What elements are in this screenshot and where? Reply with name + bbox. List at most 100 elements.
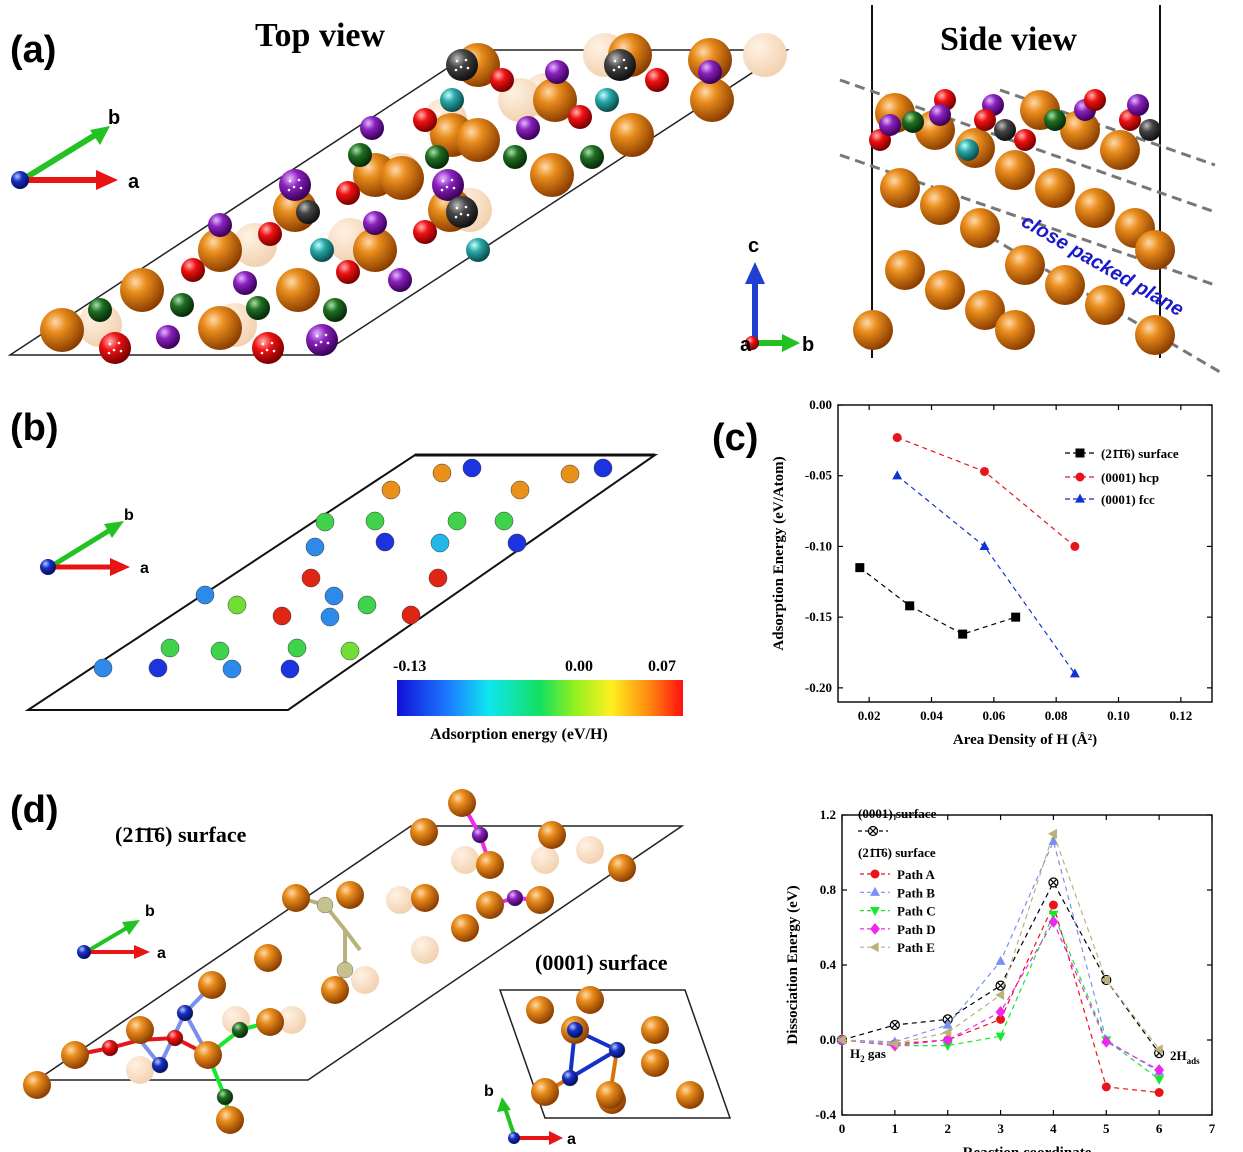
h-atom — [490, 68, 514, 92]
ti-atom — [596, 1081, 624, 1109]
a-axis-dot-icon — [745, 336, 759, 350]
axis-c-label: c — [748, 235, 759, 257]
h-atom — [176, 1004, 194, 1022]
chart-d: 0 1 2 3 4 5 6 7 -0.4 0.0 0.4 0.8 1.2 Reaction coordin… — [785, 806, 1216, 1152]
ti-atom-faded — [743, 33, 787, 77]
h-atom — [413, 220, 437, 244]
h-atom — [466, 238, 490, 262]
data-point — [1101, 1082, 1111, 1092]
adsorption-site-atom — [287, 638, 307, 658]
legend-marker — [1075, 448, 1085, 458]
series-line — [841, 881, 1160, 1054]
ti-atom-side — [1135, 315, 1175, 355]
top-view-cell — [7, 49, 790, 356]
marker-dot — [440, 188, 444, 192]
adsorption-site-atom — [93, 658, 113, 678]
ti-atom-side — [995, 310, 1035, 350]
ti-atom — [254, 944, 282, 972]
axis-b-label-d1: b — [145, 903, 155, 920]
x-tick-label: 2 — [944, 1121, 951, 1136]
adsorption-site-atom — [305, 537, 325, 557]
y-tick-label: 0.4 — [820, 957, 837, 972]
data-point — [1070, 541, 1080, 551]
h-atom-marked — [306, 324, 338, 356]
adsorption-site-atom — [148, 658, 168, 678]
surface-2116-label: (21̄1̄6) surface — [115, 822, 247, 847]
marker-dot — [455, 206, 459, 210]
marker-dot — [613, 59, 617, 63]
y-axis-title: Dissociation Energy (eV) — [785, 885, 801, 1044]
axis-triad-top: b a — [11, 107, 140, 193]
data-point — [996, 1014, 1006, 1024]
ti-atom-side — [853, 310, 893, 350]
adsorption-site-atom — [560, 464, 580, 484]
colorbar-min-label: -0.13 — [393, 658, 426, 675]
legend-label: (21̄1̄6) surface — [1101, 446, 1179, 461]
adsorption-site-atom — [401, 605, 421, 625]
x-tick-label: 1 — [892, 1121, 899, 1136]
h-atom — [336, 961, 354, 979]
ti-atom-side — [1085, 285, 1125, 325]
side-view-atoms — [853, 89, 1175, 355]
h-atom — [698, 60, 722, 84]
marker-dot — [466, 213, 470, 217]
panel-d-label: (d) — [10, 789, 59, 831]
h-atom-side — [1084, 89, 1106, 111]
h-atom — [231, 1021, 249, 1039]
ti-atom — [641, 1049, 669, 1077]
h-atom — [516, 116, 540, 140]
ti-atom — [526, 886, 554, 914]
adsorption-site-atom — [272, 606, 292, 626]
panel-d: (d) (21̄1̄6) surface (0001) surface b a … — [10, 789, 1216, 1152]
h-atom — [336, 260, 360, 284]
marker-dot — [117, 341, 121, 345]
a-arrowhead-b-icon — [110, 558, 130, 576]
data-point — [855, 563, 865, 573]
h-atom — [336, 181, 360, 205]
h-atom — [425, 145, 449, 169]
data-point — [995, 1032, 1006, 1042]
h-atom — [608, 1041, 626, 1059]
ti-atom-side — [1100, 130, 1140, 170]
h-atom — [568, 105, 592, 129]
h-atom — [580, 145, 604, 169]
h-atom — [440, 88, 464, 112]
panel-a: (a) Top view Side view b a close packed … — [7, 5, 1221, 374]
colorbar-max-label: 0.07 — [648, 658, 676, 675]
axis-a-label-d1: a — [157, 945, 166, 962]
data-point — [979, 466, 989, 476]
marker-dot — [112, 348, 116, 352]
data-point — [995, 980, 1006, 991]
legend-marker — [867, 825, 879, 837]
ti-atom-faded — [411, 936, 439, 964]
h-atom — [545, 60, 569, 84]
adsorption-site-atom — [507, 533, 527, 553]
marker-dot — [612, 68, 616, 72]
marker-dot — [119, 349, 123, 353]
marker-dot — [314, 343, 318, 347]
h-atom-marked — [432, 169, 464, 201]
h-atom — [561, 1069, 579, 1087]
h-atom — [233, 271, 257, 295]
plot-frame — [837, 404, 1213, 703]
ti-atom — [194, 1041, 222, 1069]
ti-atom — [216, 1106, 244, 1134]
adsorption-site-atom — [510, 480, 530, 500]
ti-atom — [476, 891, 504, 919]
ti-atom — [451, 914, 479, 942]
ti-atom — [690, 78, 734, 122]
x-tick-label: 0 — [839, 1121, 846, 1136]
marker-dot — [454, 68, 458, 72]
h-atom-side — [902, 111, 924, 133]
ti-atom-side — [1135, 230, 1175, 270]
data-point — [958, 629, 968, 639]
marker-dot — [445, 185, 449, 189]
ti-atom — [380, 156, 424, 200]
x-tick-label: 0.02 — [858, 708, 881, 723]
adsorption-site-atom — [365, 511, 385, 531]
adsorption-site-atom — [340, 641, 360, 661]
data-point — [942, 1027, 952, 1038]
ti-atom — [530, 153, 574, 197]
x-tick-label: 0.04 — [920, 708, 943, 723]
legend-marker — [870, 886, 880, 896]
